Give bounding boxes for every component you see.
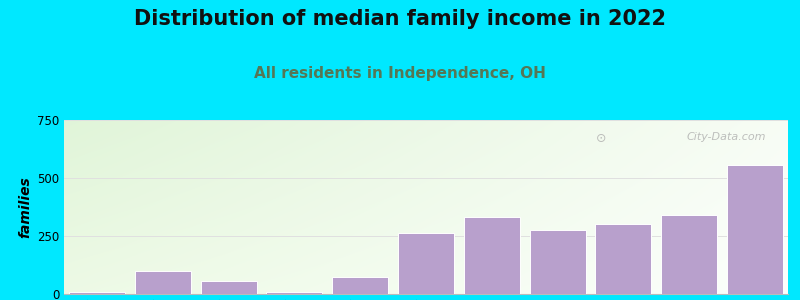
- Bar: [530, 230, 586, 294]
- Text: All residents in Independence, OH: All residents in Independence, OH: [254, 66, 546, 81]
- Bar: [266, 292, 322, 294]
- Bar: [727, 165, 783, 294]
- Bar: [662, 215, 718, 294]
- Bar: [134, 271, 190, 294]
- Y-axis label: families: families: [18, 176, 33, 238]
- Bar: [332, 277, 388, 294]
- Text: City-Data.com: City-Data.com: [686, 132, 766, 142]
- Bar: [201, 281, 257, 294]
- Bar: [464, 218, 520, 294]
- Bar: [595, 224, 651, 294]
- Text: Distribution of median family income in 2022: Distribution of median family income in …: [134, 9, 666, 29]
- Bar: [398, 232, 454, 294]
- Text: ⊙: ⊙: [596, 132, 606, 145]
- Bar: [69, 292, 125, 294]
